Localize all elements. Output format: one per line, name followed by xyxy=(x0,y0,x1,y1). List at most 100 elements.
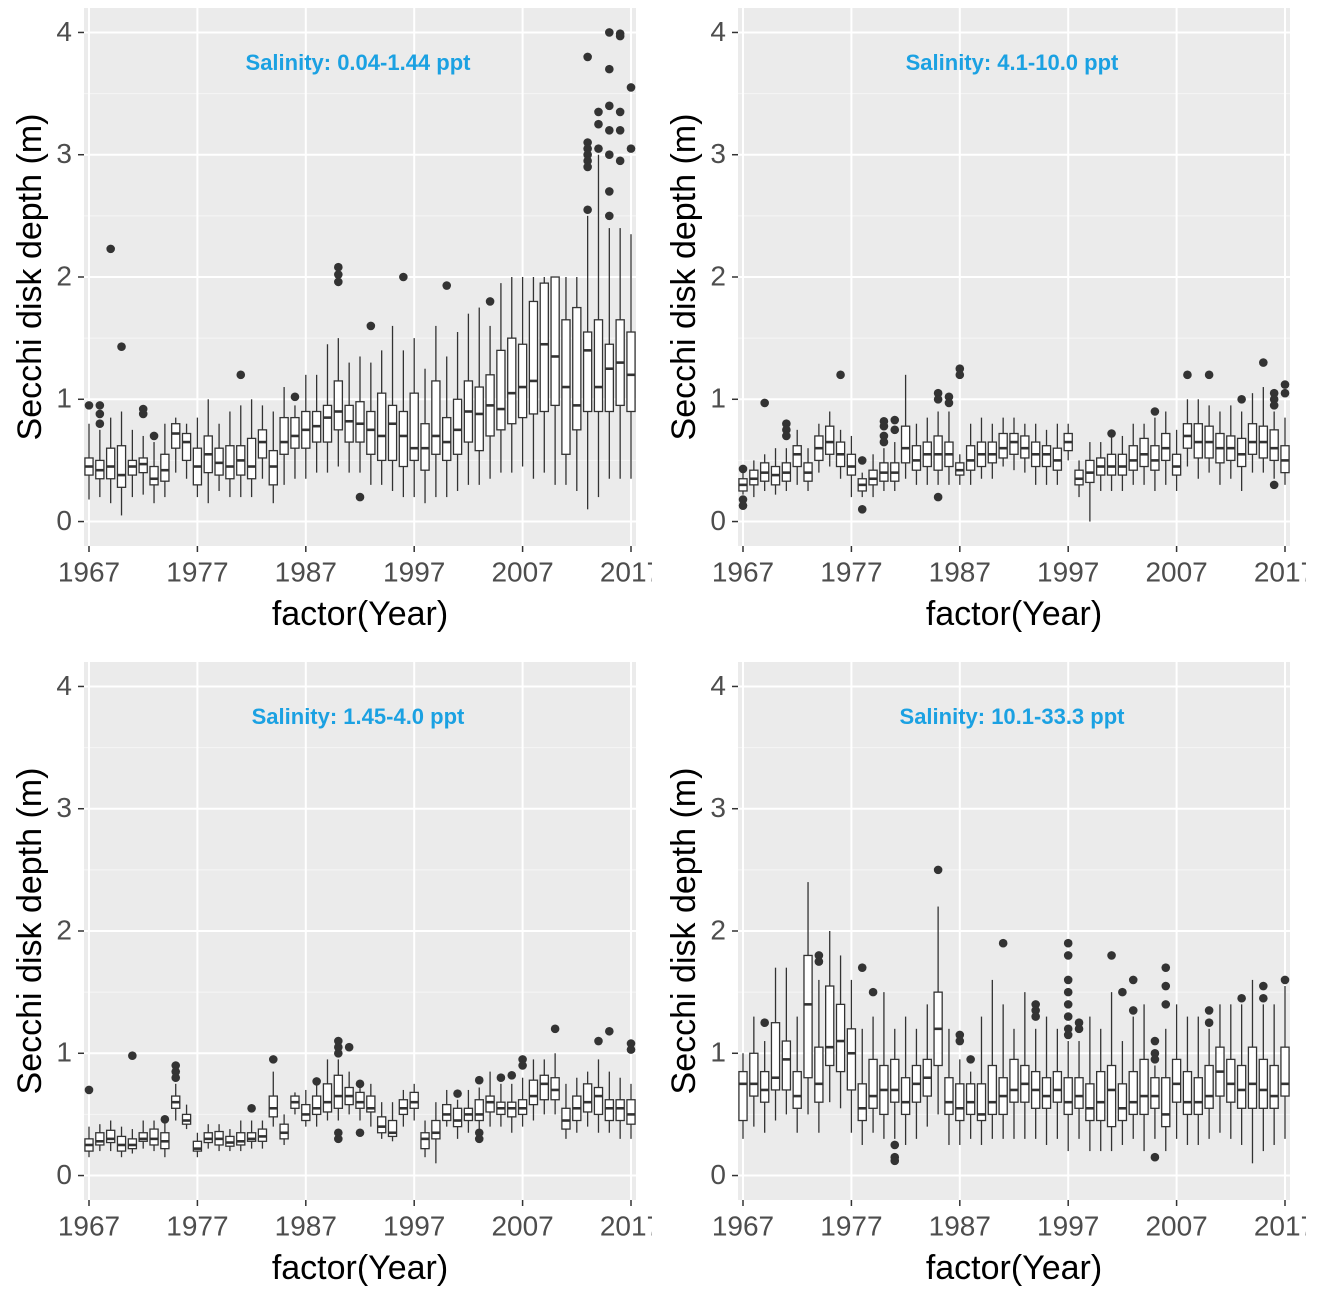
box xyxy=(846,1028,857,1091)
outlier xyxy=(1204,1018,1214,1028)
x-tick-label: 1977 xyxy=(820,556,882,587)
outlier xyxy=(1107,951,1116,960)
outlier xyxy=(1161,963,1171,972)
box xyxy=(900,425,911,464)
x-tick-label: 1997 xyxy=(383,1210,445,1241)
box xyxy=(528,1079,539,1106)
outlier xyxy=(1280,380,1290,389)
box xyxy=(160,453,170,482)
box xyxy=(442,416,452,462)
outlier xyxy=(149,431,159,441)
outlier xyxy=(626,1045,636,1054)
outlier xyxy=(117,342,126,351)
box xyxy=(333,380,344,431)
outlier xyxy=(442,281,452,290)
box xyxy=(311,1095,322,1116)
outlier xyxy=(1074,1018,1084,1028)
box xyxy=(1247,423,1258,455)
box xyxy=(192,1140,203,1152)
outlier xyxy=(1031,1000,1040,1009)
y-tick-label: 2 xyxy=(56,260,72,291)
y-tick-label: 0 xyxy=(56,505,72,536)
panel: 0 1 2 3 4 1967 1977 1987 1997 2007 2017 Salinity: 4… xyxy=(665,8,1316,633)
outlier xyxy=(1063,951,1073,960)
box xyxy=(539,1074,549,1101)
outlier xyxy=(355,1128,365,1138)
outlier xyxy=(626,1039,636,1048)
box xyxy=(333,1074,344,1109)
box xyxy=(355,401,365,443)
box xyxy=(561,1107,571,1130)
box xyxy=(1269,1064,1279,1109)
y-tick-label: 0 xyxy=(710,505,726,536)
outlier xyxy=(334,1128,343,1138)
box xyxy=(149,465,159,486)
x-tick-label: 2007 xyxy=(1145,556,1207,587)
outlier xyxy=(998,938,1008,948)
box xyxy=(322,404,333,443)
x-tick-label: 2017 xyxy=(1254,556,1316,587)
box xyxy=(857,1083,867,1122)
outlier xyxy=(836,370,845,380)
box xyxy=(626,1099,636,1125)
outlier xyxy=(583,205,592,215)
y-axis-title: Secchi disk depth (m) xyxy=(665,114,703,441)
box xyxy=(387,1119,398,1138)
y-tick-label: 0 xyxy=(710,1159,726,1190)
box xyxy=(1226,1058,1236,1103)
box xyxy=(1236,1064,1247,1109)
box xyxy=(1041,445,1052,468)
outlier xyxy=(738,495,748,504)
outlier xyxy=(583,162,592,172)
outlier xyxy=(366,321,376,331)
outlier xyxy=(955,1036,965,1046)
x-tick-label: 1967 xyxy=(712,1210,774,1241)
box xyxy=(1074,1077,1084,1109)
y-tick-label: 3 xyxy=(56,138,72,169)
box xyxy=(825,425,835,455)
outlier xyxy=(1063,1000,1073,1009)
box xyxy=(366,1095,376,1113)
outlier xyxy=(334,270,343,279)
outlier xyxy=(1183,370,1192,380)
y-tick-label: 2 xyxy=(56,914,72,945)
box xyxy=(626,331,636,413)
box xyxy=(900,1077,911,1116)
outlier xyxy=(312,1077,321,1086)
x-tick-label: 2007 xyxy=(491,1210,553,1241)
y-tick-label: 4 xyxy=(710,670,726,701)
box xyxy=(442,1103,452,1122)
y-tick-label: 1 xyxy=(710,383,726,414)
x-tick-label: 1997 xyxy=(383,556,445,587)
outlier xyxy=(615,31,625,41)
outlier xyxy=(605,64,614,74)
box xyxy=(1128,445,1138,471)
annotation: Salinity: 10.1-33.3 ppt xyxy=(900,704,1126,729)
box xyxy=(1204,1064,1214,1109)
x-tick-label: 1967 xyxy=(58,556,120,587)
box xyxy=(1236,437,1247,468)
x-tick-label: 2007 xyxy=(1145,1210,1207,1241)
outlier xyxy=(474,1075,484,1085)
box xyxy=(279,416,289,455)
outlier xyxy=(1269,401,1279,410)
x-tick-label: 1987 xyxy=(275,556,337,587)
box xyxy=(474,1099,484,1122)
box xyxy=(955,1083,965,1122)
box xyxy=(485,1095,495,1113)
outlier xyxy=(890,415,900,425)
outlier xyxy=(518,1061,527,1070)
outlier xyxy=(782,431,791,441)
outlier xyxy=(594,144,603,153)
outlier xyxy=(355,492,365,502)
outlier xyxy=(1280,975,1290,985)
annotation: Salinity: 4.1-10.0 ppt xyxy=(906,50,1119,75)
outlier xyxy=(890,425,900,435)
box xyxy=(1150,1077,1160,1109)
outlier xyxy=(1063,987,1073,997)
outlier xyxy=(1031,1012,1040,1021)
box xyxy=(1247,1046,1258,1109)
box xyxy=(398,410,409,468)
box xyxy=(1280,1046,1290,1097)
outlier xyxy=(594,119,603,129)
